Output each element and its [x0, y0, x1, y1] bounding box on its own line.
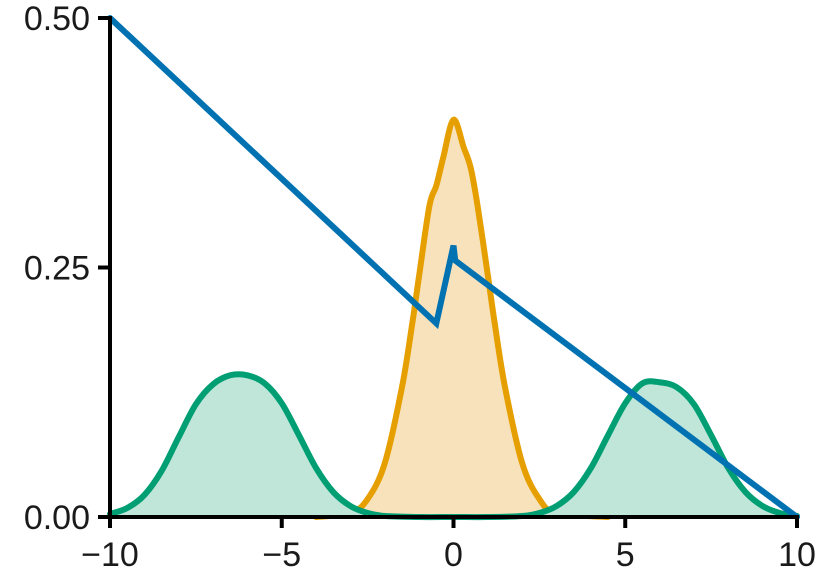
x-tick-label: 10 [778, 536, 816, 574]
plot-area [107, 15, 800, 521]
series-2-line [107, 15, 800, 520]
x-tick-label: 0 [444, 536, 463, 574]
series-0-area [316, 119, 609, 518]
x-tick-label: −5 [262, 536, 301, 574]
x-tick-label: 5 [616, 536, 635, 574]
ticks: −10 −5 0 5 10 0.00 0.25 0.50 [24, 0, 816, 574]
x-tick-label: −10 [81, 536, 139, 574]
series-1-area [110, 374, 797, 518]
y-tick-label: 0.25 [24, 250, 90, 288]
y-tick-label: 0.00 [24, 499, 90, 537]
series-0-line [313, 116, 612, 520]
y-tick-label: 0.50 [24, 0, 90, 38]
